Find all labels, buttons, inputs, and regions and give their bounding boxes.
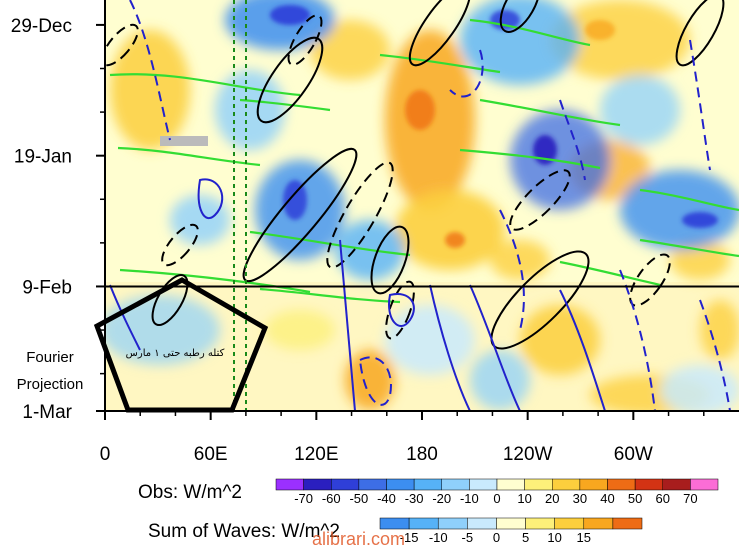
obs-colorbar: Obs: W/m^2 -70 -60 -50 -40 -30 -20 -10 0 10 20 30 4… xyxy=(138,478,719,506)
obs-shaded-field xyxy=(105,0,739,411)
obs-colorbar-label: 50 xyxy=(628,491,642,506)
obs-colorbar-label: 40 xyxy=(600,491,614,506)
obs-colorbar-swatch xyxy=(469,478,498,491)
obs-colorbar-label: 20 xyxy=(545,491,559,506)
missing-data-marker xyxy=(160,136,208,146)
obs-colorbar-swatch xyxy=(303,478,332,491)
obs-colorbar-label: -60 xyxy=(322,491,341,506)
obs-colorbar-swatch xyxy=(552,478,581,491)
obs-colorbar-label: -10 xyxy=(460,491,479,506)
obs-colorbar-swatch xyxy=(275,478,304,491)
obs-colorbar-swatch xyxy=(607,478,636,491)
obs-colorbar-swatch xyxy=(331,478,360,491)
x-tick-label: 180 xyxy=(406,444,438,465)
x-tick-label: 0 xyxy=(100,444,111,465)
obs-colorbar-label: -40 xyxy=(377,491,396,506)
axes: 0 60E 120E 180 120W 60W 29-Dec 19-Jan 9-Feb 1-Ma… xyxy=(11,0,739,465)
obs-colorbar-label: -70 xyxy=(294,491,313,506)
obs-colorbar-swatch xyxy=(634,478,663,491)
y-tick-label: 9-Feb xyxy=(22,277,72,298)
obs-colorbar-swatch xyxy=(496,478,525,491)
waves-colorbar-label: 15 xyxy=(577,530,591,545)
obs-colorbar-label: 0 xyxy=(493,491,500,506)
waves-colorbar: Sum of Waves: W/m^2 -15 -10 -5 0 5 10 15 xyxy=(148,517,643,545)
waves-colorbar-swatch xyxy=(437,517,468,530)
waves-colorbar-label: -10 xyxy=(429,530,448,545)
waves-colorbar-swatch xyxy=(379,517,410,530)
obs-colorbar-swatch xyxy=(441,478,470,491)
waves-colorbar-title: Sum of Waves: W/m^2 xyxy=(148,521,340,542)
waves-colorbar-swatch xyxy=(554,517,585,530)
waves-colorbar-label: 0 xyxy=(493,530,500,545)
wave-contours xyxy=(105,0,739,411)
waves-colorbar-swatch xyxy=(525,517,555,530)
obs-colorbar-label: 30 xyxy=(573,491,587,506)
waves-colorbar-swatch xyxy=(408,517,439,530)
x-tick-label: 60E xyxy=(194,444,228,465)
obs-colorbar-title: Obs: W/m^2 xyxy=(138,482,242,503)
obs-colorbar-label: -30 xyxy=(405,491,424,506)
waves-colorbar-label: -5 xyxy=(462,530,474,545)
obs-colorbar-swatch xyxy=(524,478,553,491)
waves-colorbar-swatch xyxy=(612,517,643,530)
waves-colorbar-swatch xyxy=(496,517,526,530)
obs-colorbar-label: 60 xyxy=(656,491,670,506)
side-label-line2: Projection xyxy=(17,376,84,393)
y-tick-label: 1-Mar xyxy=(22,402,72,423)
watermark: alibrari.com xyxy=(312,529,405,548)
obs-colorbar-swatch xyxy=(579,478,608,491)
waves-colorbar-swatch xyxy=(583,517,614,530)
annotation-text: کتله رطبه حتی ۱ مارس xyxy=(126,348,225,359)
obs-colorbar-label: -20 xyxy=(432,491,451,506)
obs-colorbar-swatch xyxy=(358,478,387,491)
obs-colorbar-swatch xyxy=(662,478,691,491)
side-label-line1: Fourier xyxy=(26,349,74,366)
obs-colorbar-swatch xyxy=(386,478,415,491)
y-tick-label: 29-Dec xyxy=(11,16,72,37)
obs-colorbar-swatch xyxy=(690,478,719,491)
obs-colorbar-swatch xyxy=(413,478,442,491)
x-tick-label: 60W xyxy=(614,444,653,465)
x-tick-label: 120E xyxy=(294,444,338,465)
waves-colorbar-swatch xyxy=(467,517,497,530)
y-tick-label: 19-Jan xyxy=(14,147,72,168)
obs-colorbar-label: 70 xyxy=(683,491,697,506)
obs-colorbar-label: 10 xyxy=(517,491,531,506)
x-tick-label: 120W xyxy=(503,444,553,465)
waves-colorbar-label: 10 xyxy=(547,530,561,545)
waves-colorbar-label: 5 xyxy=(522,530,529,545)
waves-colorbar-label: -15 xyxy=(400,530,419,545)
obs-colorbar-label: -50 xyxy=(349,491,368,506)
